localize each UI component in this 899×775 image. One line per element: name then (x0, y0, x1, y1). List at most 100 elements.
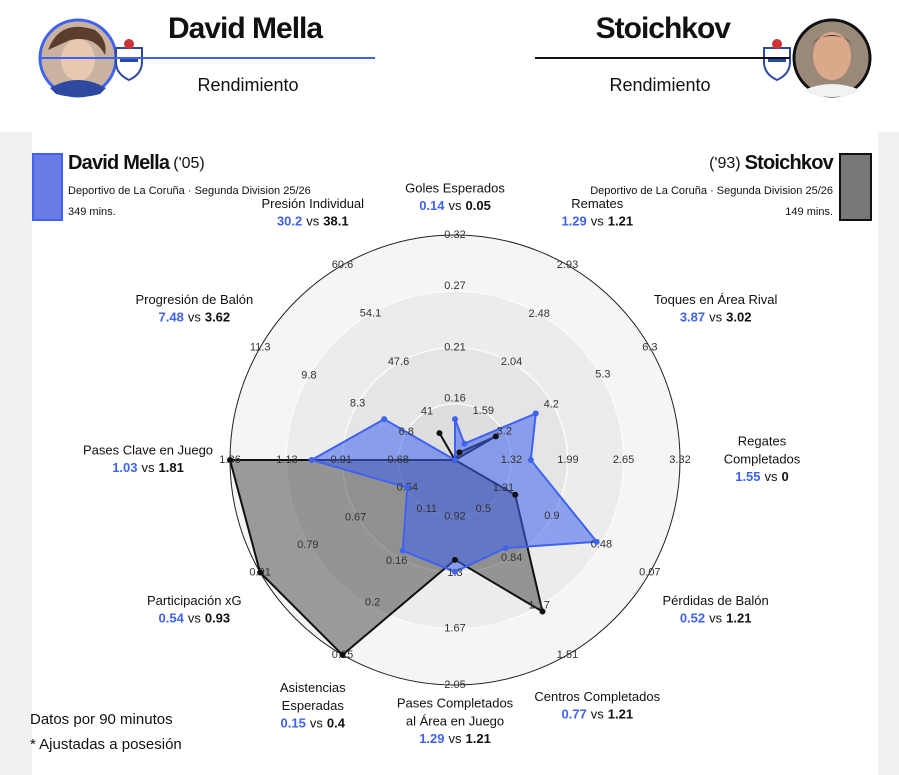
tick-label: 1.31 (493, 482, 514, 494)
value-b: 1.21 (726, 611, 751, 626)
tick-label: 1.13 (276, 454, 297, 466)
tick-label: 1.99 (557, 454, 578, 466)
tick-label: 5.3 (595, 369, 610, 381)
value-a: 7.48 (159, 310, 184, 325)
note: * Ajustadas a posesión (30, 736, 182, 753)
tick-label: 0.16 (386, 555, 407, 567)
player-name: David Mella (68, 152, 171, 174)
axis-values: 1.29 vs 1.21 (561, 214, 633, 229)
value-b: 1.21 (608, 214, 633, 229)
tick-label: 2.05 (444, 679, 465, 691)
header-subtitle-right: Rendimiento (609, 75, 710, 95)
value-b: 0.93 (205, 611, 230, 626)
axis-values: 1.29 vs 1.21 (419, 731, 491, 746)
value-a: 0.77 (561, 707, 586, 722)
tick-label: 2.48 (529, 308, 550, 320)
tick-label: 0.07 (639, 566, 660, 578)
separator: vs (310, 716, 324, 731)
player-heading-left: David Mella ('05) (68, 152, 205, 174)
tick-label: 0.9 (544, 510, 559, 522)
tick-label: 9.8 (301, 370, 316, 382)
value-b: 3.62 (205, 310, 230, 325)
player-year: ('05) (173, 155, 205, 172)
radar-point (404, 484, 411, 491)
tick-label: 0.48 (591, 538, 612, 550)
radar-point (452, 568, 458, 575)
radar-point (257, 569, 264, 576)
value-b: 0.4 (327, 716, 346, 731)
header-subtitle-left: Rendimiento (197, 75, 298, 95)
value-a: 1.29 (561, 214, 586, 229)
tick-label: 2.04 (501, 356, 522, 368)
header-title-left: David Mella (168, 12, 323, 45)
player-heading-right: ('93) Stoichkov (709, 152, 835, 174)
value-a: 0.15 (281, 716, 306, 731)
separator: vs (591, 707, 605, 722)
axis-values: 0.54 vs 0.93 (159, 611, 231, 626)
player-team-left: Deportivo de La Coruña · Segunda Divisio… (68, 185, 311, 197)
axis-label: Pérdidas de Balón (663, 593, 769, 608)
separator: vs (709, 611, 723, 626)
tick-label: 6.8 (399, 426, 414, 438)
value-b: 1.21 (608, 707, 633, 722)
value-a: 0.52 (680, 611, 705, 626)
radar-point (452, 556, 458, 563)
tick-label: 47.6 (388, 356, 409, 368)
separator: vs (449, 198, 463, 213)
player-minutes-right: 149 mins. (785, 206, 833, 218)
axis-label: Participación xG (147, 593, 242, 608)
separator: vs (591, 214, 605, 229)
value-b: 38.1 (323, 214, 348, 229)
tick-label: 1.51 (557, 649, 578, 661)
axis-values: 30.2 vs 38.1 (277, 214, 349, 229)
axis-label: Goles Esperados (405, 180, 505, 195)
separator: vs (188, 611, 202, 626)
value-b: 1.21 (466, 731, 491, 746)
axis-label: Regates (738, 433, 787, 448)
tick-label: 0.5 (476, 503, 491, 515)
radar-point (381, 416, 388, 423)
player-swatch-right (839, 153, 872, 221)
value-a: 0.54 (159, 611, 185, 626)
tick-label: 1.59 (473, 405, 494, 417)
tick-label: 0.2 (365, 597, 380, 609)
radar-point (512, 491, 519, 498)
axis-values: 1.03 vs 1.81 (112, 460, 184, 475)
axis-values: 7.48 vs 3.62 (159, 310, 231, 325)
tick-label: 0.91 (331, 454, 352, 466)
tick-label: 3.32 (669, 454, 690, 466)
separator: vs (188, 310, 202, 325)
tick-label: 0.21 (444, 341, 465, 353)
tick-label: 0.67 (345, 511, 366, 523)
separator: vs (142, 460, 156, 475)
tick-label: 0.68 (387, 454, 408, 466)
separator: vs (765, 469, 779, 484)
radar-point (593, 538, 600, 545)
value-b: 1.81 (159, 460, 184, 475)
tick-label: 0.92 (444, 511, 465, 523)
axis-values: 1.55 vs 0 (735, 469, 789, 484)
tick-label: 0.11 (416, 503, 437, 515)
value-a: 1.03 (112, 460, 137, 475)
axis-label: Esperadas (282, 698, 345, 713)
radar-point (308, 457, 315, 463)
player-name: Stoichkov (745, 152, 835, 174)
value-b: 3.02 (726, 310, 751, 325)
player-year: ('93) (709, 155, 741, 172)
tick-label: 0.79 (297, 539, 318, 551)
radar-point (452, 457, 458, 463)
tick-label: 0.27 (444, 280, 465, 292)
axis-label: Remates (571, 196, 624, 211)
tick-label: 54.1 (360, 308, 381, 320)
axis-values: 0.15 vs 0.4 (281, 716, 346, 731)
value-a: 1.55 (735, 469, 760, 484)
axis-values: 0.52 vs 1.21 (680, 611, 752, 626)
avatar-right (792, 18, 872, 98)
tick-label: 1.32 (501, 454, 522, 466)
value-b: 0 (782, 469, 789, 484)
axis-label: Progresión de Balón (135, 292, 253, 307)
axis-label: Toques en Área Rival (654, 292, 778, 307)
axis-label: Presión Individual (261, 196, 364, 211)
value-a: 1.29 (419, 731, 444, 746)
tick-label: 0.16 (444, 393, 465, 405)
